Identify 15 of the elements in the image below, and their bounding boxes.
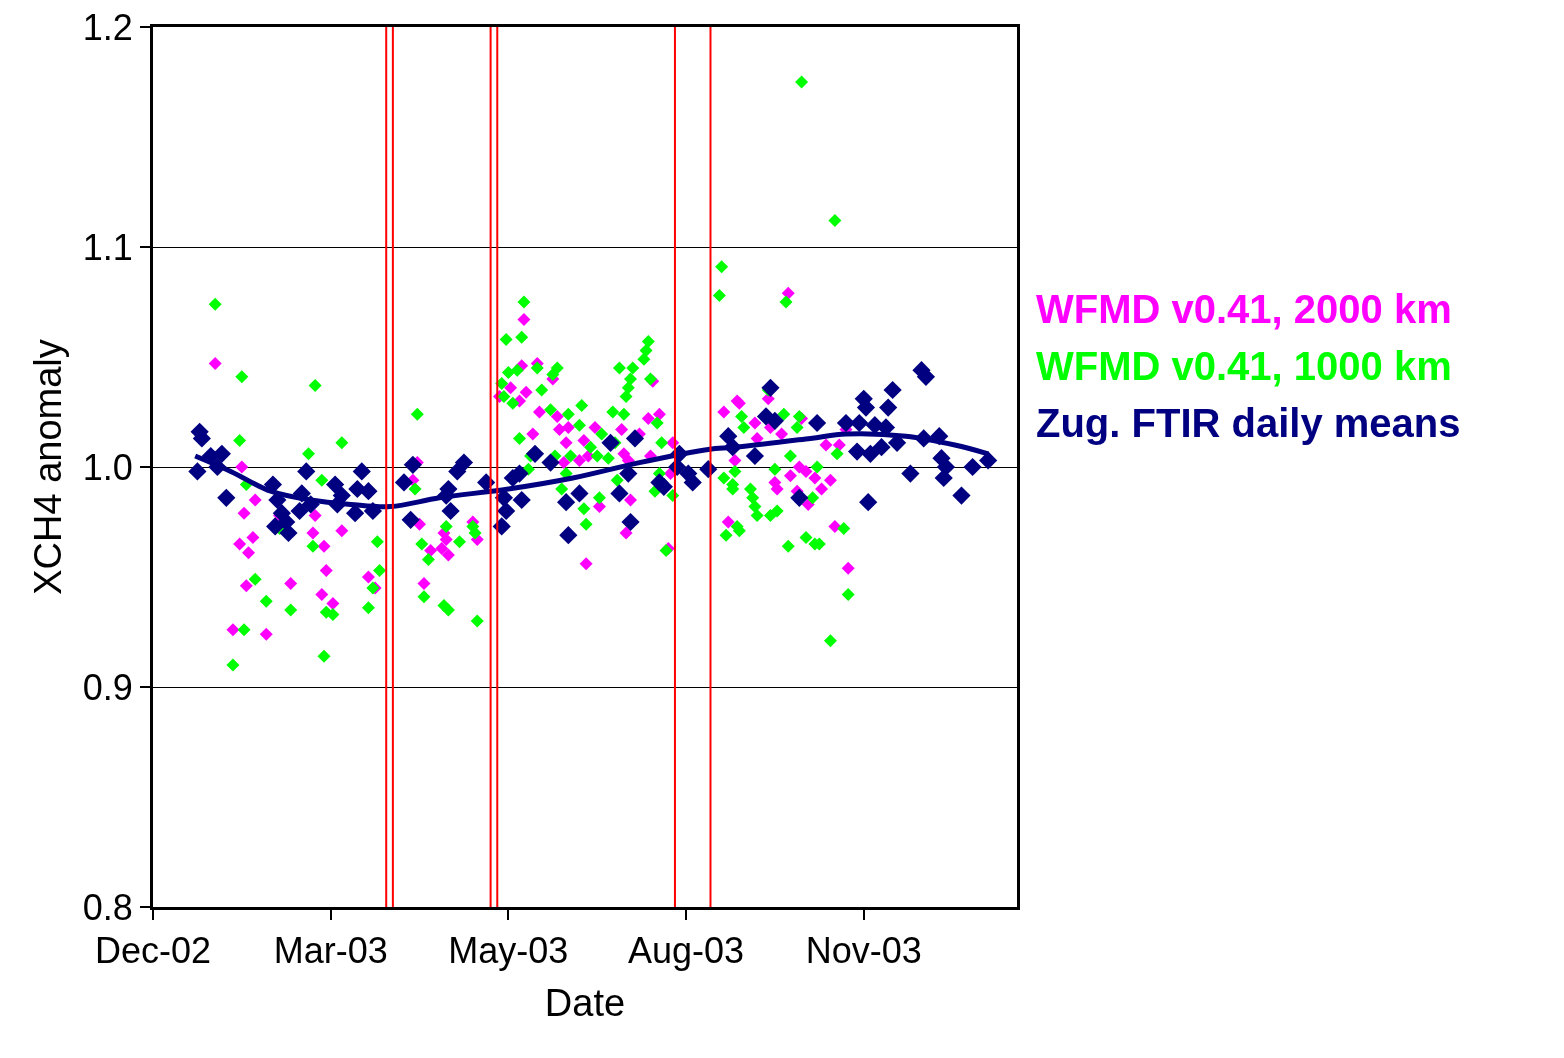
y-tick-label: 1.1 [82,226,133,268]
x-tick-label: Dec-02 [94,930,212,972]
y-tick-label: 0.8 [82,886,133,928]
x-tick-label: Mar-03 [273,930,388,972]
text: WFMD v0.41, 1000 km [1036,344,1452,388]
text: WFMD v0.41, 2000 km [1036,287,1452,331]
y-tick-label: 0.9 [82,666,133,708]
x-tick-label: May-03 [448,930,569,972]
x-tick-label: Aug-03 [628,930,745,972]
x-tick-label: Nov-03 [805,930,922,972]
x-axis-title: Date [544,982,626,1025]
y-tick-label: 1.0 [82,446,133,488]
y-axis-title: XCH4 anomaly [26,339,69,595]
series-label: Zug. FTIR daily means [1036,401,1461,445]
y-tick-label: 1.2 [82,6,133,48]
